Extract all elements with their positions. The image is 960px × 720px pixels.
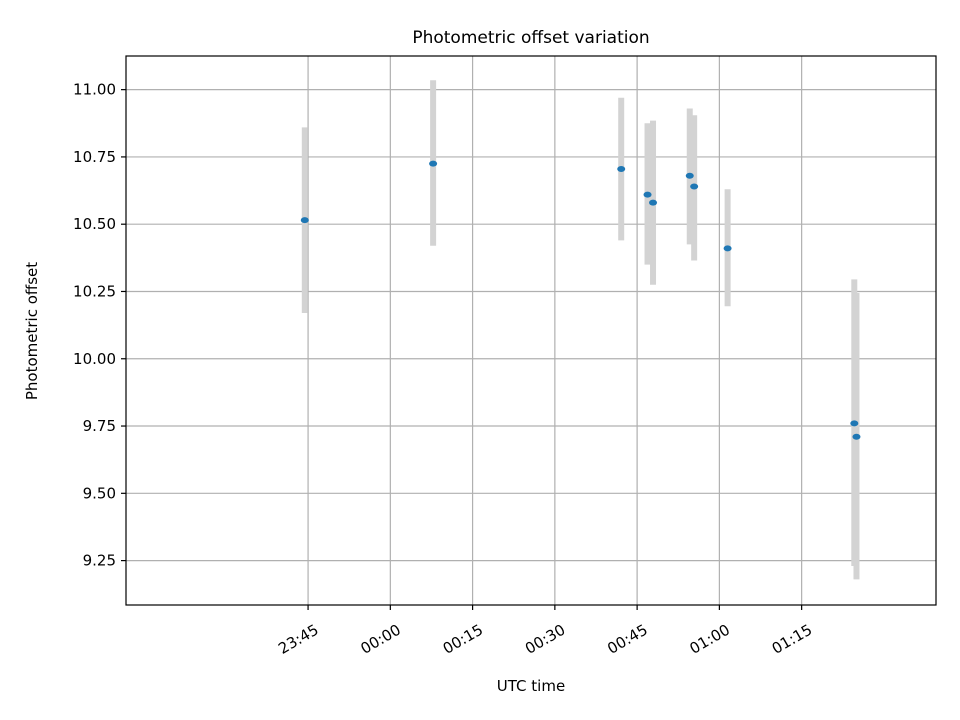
data-point — [850, 420, 859, 427]
y-tick-label: 9.25 — [83, 552, 116, 570]
x-tick-label: 00:30 — [522, 621, 568, 658]
x-tick-label: 00:15 — [440, 621, 486, 658]
y-tick-label: 9.75 — [83, 417, 116, 435]
data-point — [429, 160, 438, 167]
x-tick-label: 01:00 — [687, 621, 733, 658]
y-tick-label: 10.00 — [73, 350, 116, 368]
x-tick-label: 23:45 — [275, 621, 321, 658]
x-axis-label: UTC time — [497, 677, 565, 695]
data-point — [685, 172, 694, 179]
data-point — [852, 433, 861, 440]
error-bars — [301, 80, 860, 580]
data-point — [649, 199, 658, 206]
y-tick-label: 10.50 — [73, 215, 116, 233]
data-points — [300, 160, 861, 440]
grid-lines — [126, 56, 936, 605]
data-point — [617, 166, 626, 173]
y-tick-label: 11.00 — [73, 81, 116, 99]
y-axis-label: Photometric offset — [23, 262, 41, 400]
x-axis-ticks: 23:45 00:00 00:15 00:30 00:45 01:00 01:15 — [275, 605, 815, 658]
x-tick-label: 00:45 — [604, 621, 650, 658]
y-tick-label: 10.25 — [73, 282, 116, 300]
data-point — [643, 191, 652, 198]
plot-area-frame — [125, 55, 937, 606]
y-axis-ticks: 9.25 9.50 9.75 10.00 10.25 10.50 10.75 11.00 — [73, 81, 126, 570]
data-point — [690, 183, 699, 190]
data-point — [300, 217, 309, 224]
y-tick-label: 10.75 — [73, 148, 116, 166]
chart-title: Photometric offset variation — [412, 28, 649, 48]
data-point — [723, 245, 732, 252]
y-tick-label: 9.50 — [83, 484, 116, 502]
x-tick-label: 01:15 — [769, 621, 815, 658]
x-tick-label: 00:00 — [357, 621, 403, 658]
